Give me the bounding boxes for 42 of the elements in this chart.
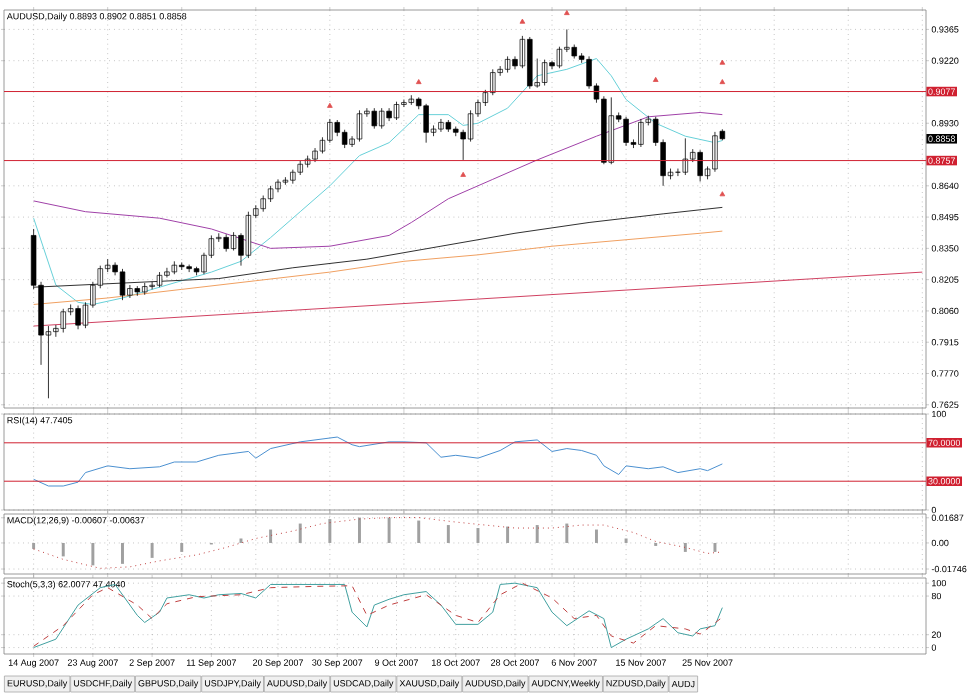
point (652, 76, 659, 82)
candlestick (341, 129, 348, 149)
candlestick (541, 59, 548, 86)
point (719, 79, 726, 85)
candlestick (290, 169, 296, 185)
candlestick (378, 107, 385, 130)
point (327, 102, 333, 108)
candlestick (134, 285, 141, 297)
candlestick (171, 260, 178, 275)
point (719, 59, 726, 65)
candlestick (267, 185, 274, 203)
candlestick (297, 160, 303, 176)
candlestick (527, 36, 533, 90)
candlestick (141, 282, 148, 296)
point (719, 191, 726, 197)
point (564, 10, 570, 16)
line-series (33, 206, 723, 288)
candlestick (156, 271, 163, 288)
candlestick (119, 268, 126, 301)
candlestick (682, 137, 689, 176)
candlestick (371, 107, 378, 130)
line-series (33, 111, 723, 249)
candlestick (445, 119, 452, 133)
candlestick (334, 119, 340, 137)
candlestick (60, 308, 66, 333)
candlestick (164, 267, 170, 278)
candlestick (245, 211, 252, 259)
candlestick (504, 55, 511, 73)
candlestick (260, 195, 266, 213)
candlestick (282, 176, 289, 186)
candlestick (223, 233, 229, 253)
line-series (33, 58, 723, 305)
candlestick (356, 109, 363, 142)
point (519, 18, 526, 24)
candlestick (408, 94, 415, 106)
point (460, 171, 466, 177)
candlestick (393, 101, 400, 121)
candlestick (556, 46, 563, 69)
candlestick (571, 44, 577, 59)
line-series (33, 436, 723, 487)
point (415, 79, 422, 85)
candlestick (608, 96, 614, 165)
